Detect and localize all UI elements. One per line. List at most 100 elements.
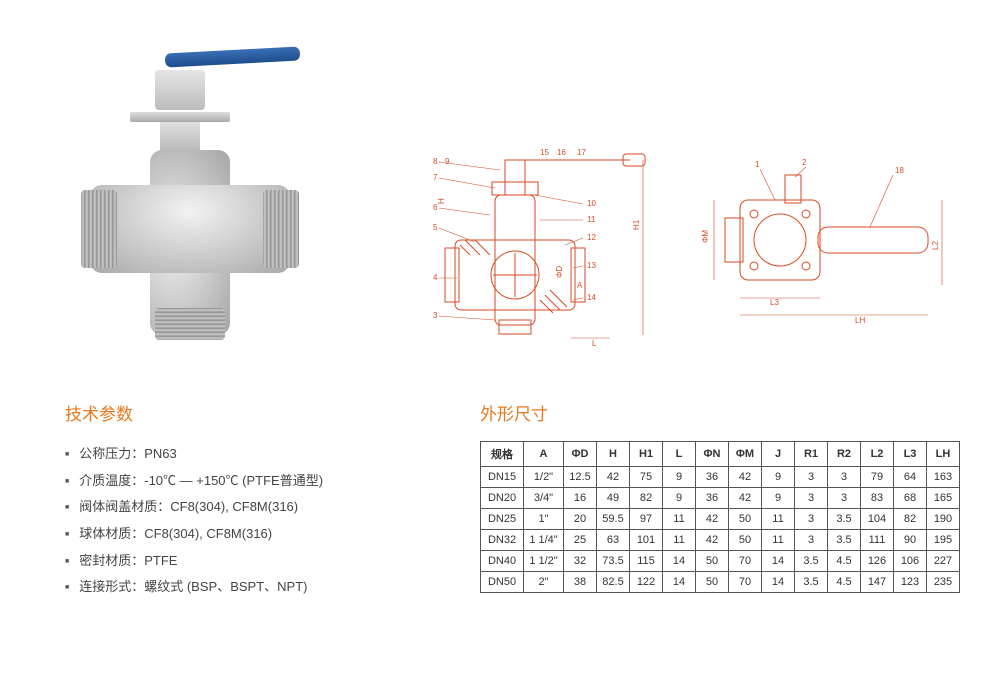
svg-text:1: 1 bbox=[755, 160, 760, 169]
table-cell: 14 bbox=[663, 551, 696, 572]
table-cell: 3 bbox=[828, 467, 861, 488]
table-cell: 42 bbox=[729, 488, 762, 509]
table-row: DN321 1/4"25631011142501133.511190195 bbox=[481, 530, 960, 551]
table-cell: 3 bbox=[795, 467, 828, 488]
svg-text:H1: H1 bbox=[632, 219, 641, 230]
table-header-cell: L bbox=[663, 442, 696, 467]
table-row: DN401 1/2"3273.5115145070143.54.51261062… bbox=[481, 551, 960, 572]
table-cell: 50 bbox=[696, 572, 729, 593]
table-cell: 63 bbox=[597, 530, 630, 551]
table-cell: 83 bbox=[861, 488, 894, 509]
valve-thread-bottom bbox=[155, 308, 225, 340]
table-cell: 82.5 bbox=[597, 572, 630, 593]
table-cell: 50 bbox=[729, 509, 762, 530]
table-cell: 1/2" bbox=[524, 467, 564, 488]
table-cell: DN40 bbox=[481, 551, 524, 572]
table-row: DN502"3882.5122145070143.54.5147123235 bbox=[481, 572, 960, 593]
table-cell: 115 bbox=[630, 551, 663, 572]
table-cell: 122 bbox=[630, 572, 663, 593]
spec-item: 公称压力：PN63 bbox=[65, 441, 435, 468]
table-cell: 235 bbox=[927, 572, 960, 593]
table-header-cell: 规格 bbox=[481, 442, 524, 467]
table-cell: 14 bbox=[762, 572, 795, 593]
table-cell: 20 bbox=[564, 509, 597, 530]
table-header-cell: J bbox=[762, 442, 795, 467]
table-header-cell: ΦN bbox=[696, 442, 729, 467]
svg-text:L: L bbox=[592, 339, 597, 348]
table-cell: 42 bbox=[696, 509, 729, 530]
top-view-diagram: 1 2 18 ΦM L2 L3 LH bbox=[690, 155, 950, 345]
table-cell: 12.5 bbox=[564, 467, 597, 488]
table-header-cell: R1 bbox=[795, 442, 828, 467]
table-header-row: 规格AΦDHH1LΦNΦMJR1R2L2L3LH bbox=[481, 442, 960, 467]
svg-text:2: 2 bbox=[802, 158, 807, 167]
table-cell: 38 bbox=[564, 572, 597, 593]
table-header-cell: LH bbox=[927, 442, 960, 467]
specs-list: 公称压力：PN63介质温度：-10℃ — +150℃ (PTFE普通型)阀体阀盖… bbox=[65, 441, 435, 601]
valve-stem bbox=[155, 70, 205, 110]
table-cell: 106 bbox=[894, 551, 927, 572]
table-row: DN151/2"12.54275936429337964163 bbox=[481, 467, 960, 488]
technical-specs: 技术参数 公称压力：PN63介质温度：-10℃ — +150℃ (PTFE普通型… bbox=[65, 400, 435, 601]
svg-text:5: 5 bbox=[433, 223, 438, 232]
table-cell: 70 bbox=[729, 551, 762, 572]
table-header-cell: ΦD bbox=[564, 442, 597, 467]
table-cell: 3/4" bbox=[524, 488, 564, 509]
table-cell: 190 bbox=[927, 509, 960, 530]
svg-text:L3: L3 bbox=[770, 298, 779, 307]
dimensions-block: 外形尺寸 规格AΦDHH1LΦNΦMJR1R2L2L3LH DN151/2"12… bbox=[480, 400, 960, 601]
spec-item: 阀体阀盖材质：CF8(304), CF8M(316) bbox=[65, 494, 435, 521]
table-cell: 2" bbox=[524, 572, 564, 593]
spec-item: 介质温度：-10℃ — +150℃ (PTFE普通型) bbox=[65, 468, 435, 495]
table-cell: 90 bbox=[894, 530, 927, 551]
table-cell: 3 bbox=[828, 488, 861, 509]
table-cell: 11 bbox=[762, 530, 795, 551]
table-cell: DN25 bbox=[481, 509, 524, 530]
table-cell: 3.5 bbox=[795, 572, 828, 593]
specs-title: 技术参数 bbox=[65, 400, 435, 425]
table-cell: 3.5 bbox=[828, 509, 861, 530]
table-cell: 82 bbox=[630, 488, 663, 509]
svg-text:18: 18 bbox=[895, 166, 904, 175]
table-cell: 1 1/2" bbox=[524, 551, 564, 572]
table-cell: 101 bbox=[630, 530, 663, 551]
table-cell: DN50 bbox=[481, 572, 524, 593]
valve-product-photo bbox=[75, 40, 305, 350]
table-header-cell: L2 bbox=[861, 442, 894, 467]
valve-flange bbox=[130, 112, 230, 122]
table-cell: 1" bbox=[524, 509, 564, 530]
table-cell: 9 bbox=[762, 488, 795, 509]
table-cell: 42 bbox=[597, 467, 630, 488]
table-cell: 126 bbox=[861, 551, 894, 572]
table-header-cell: A bbox=[524, 442, 564, 467]
table-cell: 11 bbox=[762, 509, 795, 530]
table-cell: 75 bbox=[630, 467, 663, 488]
svg-text:9: 9 bbox=[445, 157, 450, 166]
table-cell: 36 bbox=[696, 467, 729, 488]
table-header-cell: H bbox=[597, 442, 630, 467]
svg-text:10: 10 bbox=[587, 199, 596, 208]
table-cell: 11 bbox=[663, 509, 696, 530]
table-cell: DN15 bbox=[481, 467, 524, 488]
svg-text:LH: LH bbox=[855, 316, 865, 325]
table-cell: 1 1/4" bbox=[524, 530, 564, 551]
svg-text:A: A bbox=[577, 281, 583, 290]
valve-body-horizontal bbox=[90, 185, 290, 273]
table-cell: 64 bbox=[894, 467, 927, 488]
svg-text:12: 12 bbox=[587, 233, 596, 242]
table-row: DN203/4"164982936429338368165 bbox=[481, 488, 960, 509]
table-cell: 68 bbox=[894, 488, 927, 509]
table-cell: 25 bbox=[564, 530, 597, 551]
table-cell: 9 bbox=[762, 467, 795, 488]
table-cell: 227 bbox=[927, 551, 960, 572]
table-header-cell: R2 bbox=[828, 442, 861, 467]
table-cell: 32 bbox=[564, 551, 597, 572]
table-cell: 195 bbox=[927, 530, 960, 551]
table-cell: 16 bbox=[564, 488, 597, 509]
spec-item: 连接形式：螺纹式 (BSP、BSPT、NPT) bbox=[65, 574, 435, 601]
table-cell: 50 bbox=[696, 551, 729, 572]
table-cell: 3 bbox=[795, 530, 828, 551]
svg-text:4: 4 bbox=[433, 273, 438, 282]
table-row: DN251"2059.5971142501133.510482190 bbox=[481, 509, 960, 530]
svg-text:H: H bbox=[437, 198, 446, 204]
